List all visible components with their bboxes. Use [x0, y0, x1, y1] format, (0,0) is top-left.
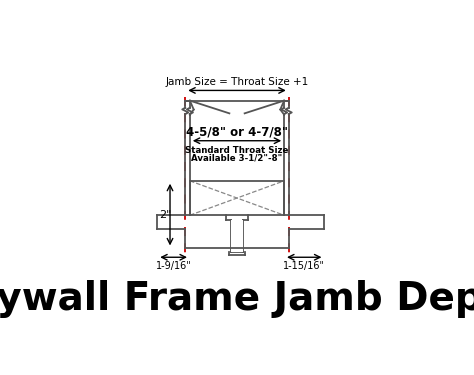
Text: Drywall Frame Jamb Depth: Drywall Frame Jamb Depth: [0, 280, 474, 318]
Text: Jamb Size = Throat Size +1: Jamb Size = Throat Size +1: [165, 77, 309, 87]
Text: 2": 2": [159, 210, 171, 220]
Bar: [231, 220, 243, 252]
Text: Available 3-1/2"-8": Available 3-1/2"-8": [191, 154, 283, 163]
Text: 4-5/8" or 4-7/8": 4-5/8" or 4-7/8": [186, 125, 288, 138]
Text: Standard Throat Size: Standard Throat Size: [185, 146, 289, 155]
Text: 1-15/16": 1-15/16": [283, 261, 325, 271]
Text: 1-9/16": 1-9/16": [155, 261, 191, 271]
